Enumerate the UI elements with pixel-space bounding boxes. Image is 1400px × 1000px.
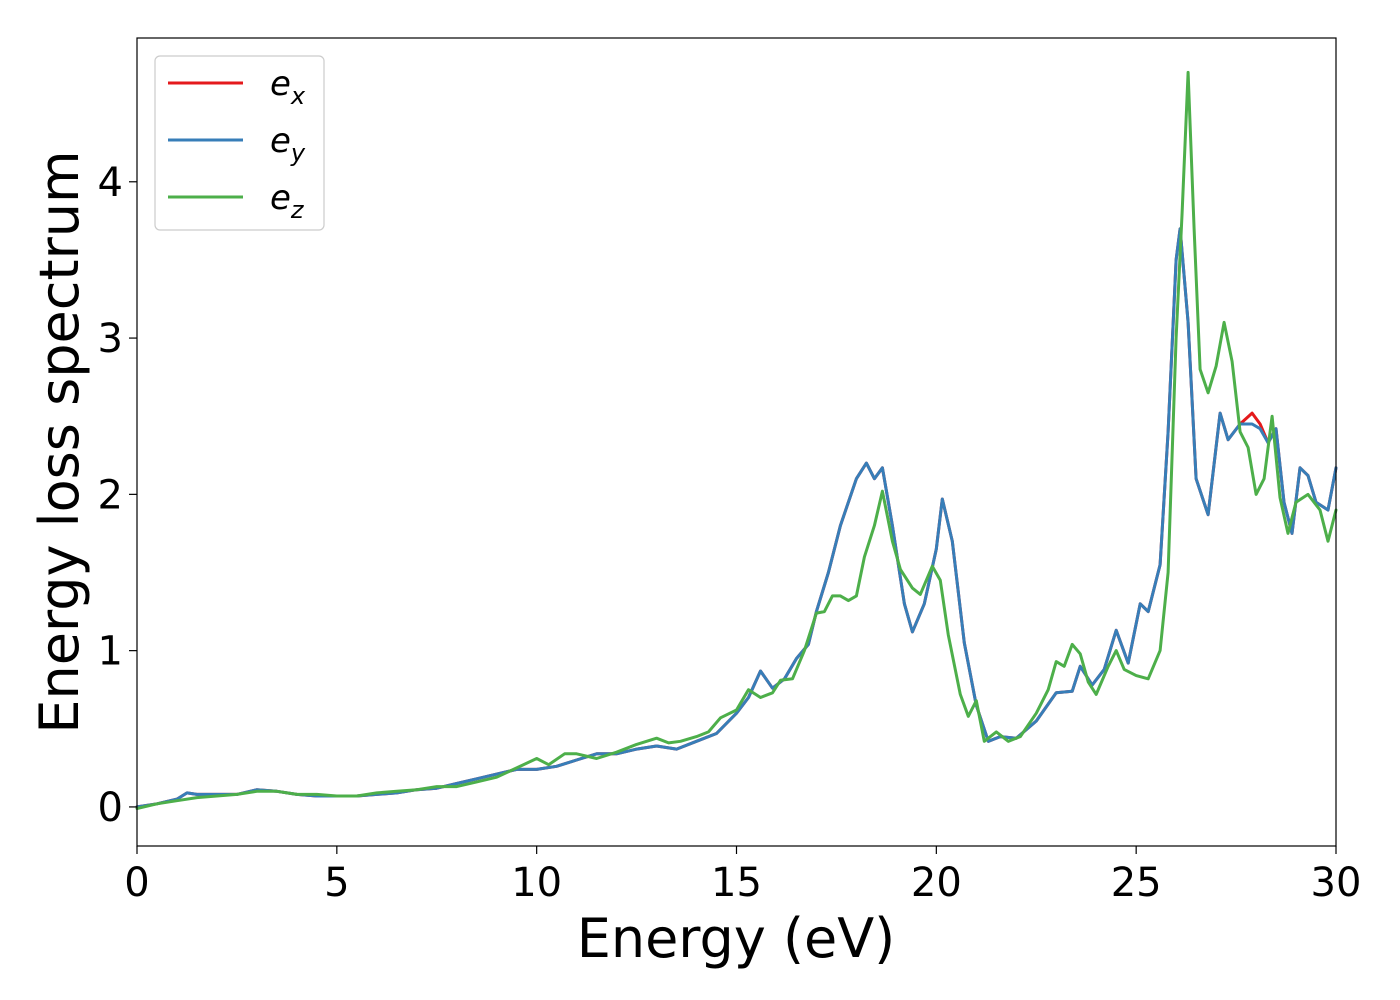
x-tick-label: 10 <box>511 860 562 906</box>
x-axis-label: Energy (eV) <box>577 907 896 970</box>
x-tick-label: 5 <box>324 860 349 906</box>
legend-label-y: ey <box>270 121 306 167</box>
x-tick-label: 15 <box>711 860 762 906</box>
y-tick-label: 0 <box>98 785 123 831</box>
legend-frame <box>154 55 325 231</box>
series-line-z <box>135 70 1338 810</box>
legend-label-x: ex <box>270 64 306 110</box>
y-axis-label: Energy loss spectrum <box>28 150 91 733</box>
y-axis: 0 1 2 3 4 <box>98 160 137 831</box>
x-axis: 0 5 10 15 20 25 30 <box>124 846 1361 906</box>
series-layer <box>135 70 1338 810</box>
x-tick-label: 20 <box>911 860 962 906</box>
x-tick-label: 25 <box>1111 860 1162 906</box>
y-tick-label: 3 <box>98 316 123 362</box>
legend: ex ey ez <box>154 55 325 231</box>
y-tick-label: 2 <box>98 472 123 518</box>
series-line-x <box>135 227 1338 809</box>
y-tick-label: 1 <box>98 629 123 675</box>
legend-label-z: ez <box>270 178 305 224</box>
y-tick-label: 4 <box>98 160 123 206</box>
series-line-y <box>135 227 1338 809</box>
x-tick-label: 30 <box>1311 860 1362 906</box>
x-tick-label: 0 <box>124 860 149 906</box>
